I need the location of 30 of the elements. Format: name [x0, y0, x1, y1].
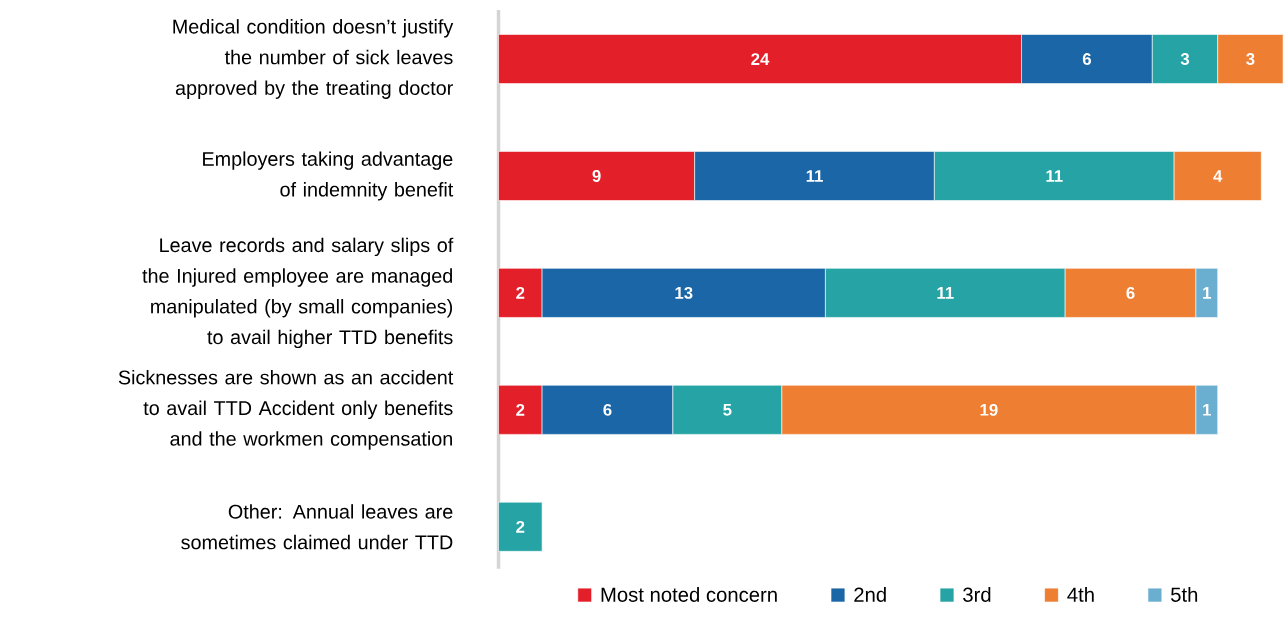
legend-label: 5th	[1171, 586, 1198, 602]
legend-label: 2nd	[854, 586, 886, 602]
data-label: 19	[980, 403, 998, 416]
y-tick-label: Other: Annual leaves are sometimes claimed under TTD	[181, 504, 453, 550]
y-tick-label: Sicknesses are shown as an accident to avail TTD Accident only benefits and the workmen compensation	[118, 369, 454, 450]
data-label: 1	[1203, 403, 1212, 416]
legend-label: Most noted concern	[601, 586, 777, 602]
data-label: 24	[751, 53, 770, 65]
data-label: 11	[937, 287, 954, 299]
data-label: 6	[1082, 52, 1092, 65]
data-label: 2	[516, 520, 525, 533]
data-label: 4	[1213, 170, 1223, 182]
data-label: 3	[1246, 52, 1255, 65]
data-label: 2	[516, 403, 525, 416]
data-label: 2	[516, 286, 525, 299]
data-label: 1	[1203, 287, 1212, 299]
data-label: 5	[723, 403, 732, 416]
data-label: 13	[675, 286, 693, 299]
legend-label: 4th	[1067, 586, 1094, 602]
y-tick-label: Medical condition doesn’t justify the number of sick leaves approved by the treating doctor	[173, 19, 454, 99]
y-tick-label: Leave records and salary slips of the Injured employee are managed manipulated (by small companies) to avail higher TTD benefits	[142, 237, 454, 349]
data-label: 6	[603, 403, 612, 416]
data-label: 6	[1126, 286, 1135, 299]
data-label: 3	[1180, 52, 1190, 65]
data-label: 11	[806, 170, 823, 182]
y-tick-label: Employers taking advantage of indemnity benefit	[203, 151, 454, 201]
bar	[498, 501, 543, 552]
data-label: 11	[1046, 170, 1063, 182]
data-label: 9	[592, 169, 601, 182]
legend-label: 3rd	[963, 586, 991, 602]
